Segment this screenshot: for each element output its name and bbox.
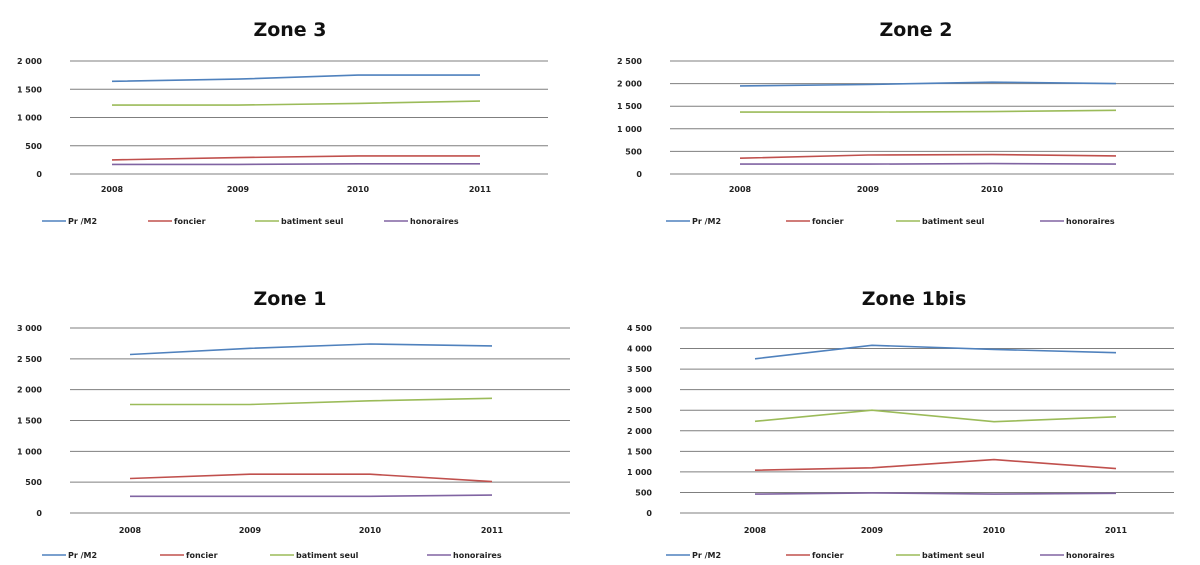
y-tick-label: 1 500 (17, 417, 42, 426)
series-line (740, 162, 1117, 165)
y-tick-label: 1 000 (617, 125, 642, 134)
x-tick-label: 2009 (227, 185, 250, 194)
chart-svg: Zone 1bis 0 500 1 000 1 500 2 000 2 500 3 000 3… (627, 288, 1174, 560)
y-tick-label: 2 500 (617, 57, 642, 66)
legend-label: foncier (812, 551, 844, 560)
legend-label: Pr /M2 (68, 551, 97, 560)
series-line (739, 81, 1117, 87)
y-tick-label: 3 000 (627, 386, 652, 395)
legend-label: batiment seul (922, 551, 985, 560)
series-line (754, 409, 1117, 423)
chart-zone-2: Zone 2 0 500 1 000 1 500 2 000 2 500 2008 2009 2… (600, 0, 1200, 282)
legend-label: Pr /M2 (68, 217, 97, 226)
legend-label: batiment seul (281, 217, 344, 226)
legend-label: honoraires (1066, 217, 1115, 226)
series-line (129, 343, 493, 356)
series-line (129, 473, 493, 483)
x-tick-label: 2009 (239, 526, 262, 535)
legend-label: foncier (812, 217, 844, 226)
x-tick-label: 2009 (857, 185, 880, 194)
y-tick-label: 1 500 (627, 447, 652, 456)
x-tick-label: 2009 (861, 526, 884, 535)
legend-label: honoraires (410, 217, 459, 226)
x-tick-label: 2008 (119, 526, 142, 535)
y-tick-label: 500 (25, 478, 42, 487)
x-tick-label: 2008 (729, 185, 752, 194)
legend-label: foncier (186, 551, 218, 560)
x-tick-label: 2008 (101, 185, 124, 194)
legend-label: honoraires (453, 551, 502, 560)
legend-label: Pr /M2 (692, 551, 721, 560)
series-line (130, 397, 493, 406)
y-tick-label: 4 000 (627, 345, 652, 354)
x-tick-label: 2011 (1105, 526, 1128, 535)
y-tick-label: 1 000 (627, 468, 652, 477)
y-tick-label: 2 000 (17, 57, 42, 66)
legend-label: batiment seul (922, 217, 985, 226)
y-tick-label: 1 000 (17, 447, 42, 456)
y-tick-label: 2 000 (17, 386, 42, 395)
series-line (130, 494, 493, 498)
y-tick-label: 0 (36, 509, 42, 518)
x-tick-label: 2010 (981, 185, 1004, 194)
series-line (754, 458, 1117, 471)
chart-zone-1bis: Zone 1bis 0 500 1 000 1 500 2 000 2 500 3 000 3… (600, 283, 1200, 565)
legend-label: batiment seul (296, 551, 359, 560)
y-tick-label: 1 500 (617, 102, 642, 111)
series-line (754, 344, 1117, 360)
series-line (111, 74, 480, 83)
y-tick-label: 1 500 (17, 85, 42, 94)
legend-label: honoraires (1066, 551, 1115, 560)
y-tick-label: 2 000 (617, 80, 642, 89)
x-tick-label: 2010 (347, 185, 370, 194)
chart-title: Zone 1 (253, 288, 326, 310)
y-tick-label: 3 500 (627, 365, 652, 374)
chart-svg: Zone 1 0 500 1 000 1 500 2 000 2 500 3 000 2008… (17, 288, 570, 560)
x-tick-label: 2011 (481, 526, 504, 535)
y-tick-label: 2 500 (17, 355, 42, 364)
y-tick-label: 0 (646, 509, 652, 518)
y-tick-label: 3 000 (17, 324, 42, 333)
chart-zone-3: Zone 3 0 500 1 000 1 500 2 000 2008 2009 2010 20… (0, 0, 600, 282)
legend-label: Pr /M2 (692, 217, 721, 226)
chart-zone-1: Zone 1 0 500 1 000 1 500 2 000 2 500 3 000 2008… (0, 283, 600, 565)
chart-title: Zone 3 (253, 19, 326, 41)
y-tick-label: 2 500 (627, 406, 652, 415)
y-tick-label: 500 (635, 488, 652, 497)
y-tick-label: 4 500 (627, 324, 652, 333)
series-line (754, 492, 1117, 495)
y-tick-label: 0 (36, 170, 42, 179)
x-tick-label: 2011 (469, 185, 492, 194)
x-tick-label: 2010 (359, 526, 382, 535)
y-tick-label: 500 (25, 142, 42, 151)
series-line (740, 109, 1117, 113)
series-line (112, 163, 480, 166)
chart-svg: Zone 2 0 500 1 000 1 500 2 000 2 500 2008 2009 2… (617, 19, 1174, 226)
y-tick-label: 0 (636, 170, 642, 179)
x-tick-label: 2010 (983, 526, 1006, 535)
legend-label: foncier (174, 217, 206, 226)
series-line (739, 153, 1117, 159)
y-tick-label: 2 000 (627, 427, 652, 436)
series-line (111, 155, 480, 161)
chart-svg: Zone 3 0 500 1 000 1 500 2 000 2008 2009 2010 20… (17, 19, 548, 226)
y-tick-label: 1 000 (17, 114, 42, 123)
chart-title: Zone 2 (879, 19, 952, 41)
series-line (112, 100, 481, 106)
y-tick-label: 500 (625, 147, 642, 156)
chart-title: Zone 1bis (862, 288, 967, 310)
x-tick-label: 2008 (744, 526, 767, 535)
